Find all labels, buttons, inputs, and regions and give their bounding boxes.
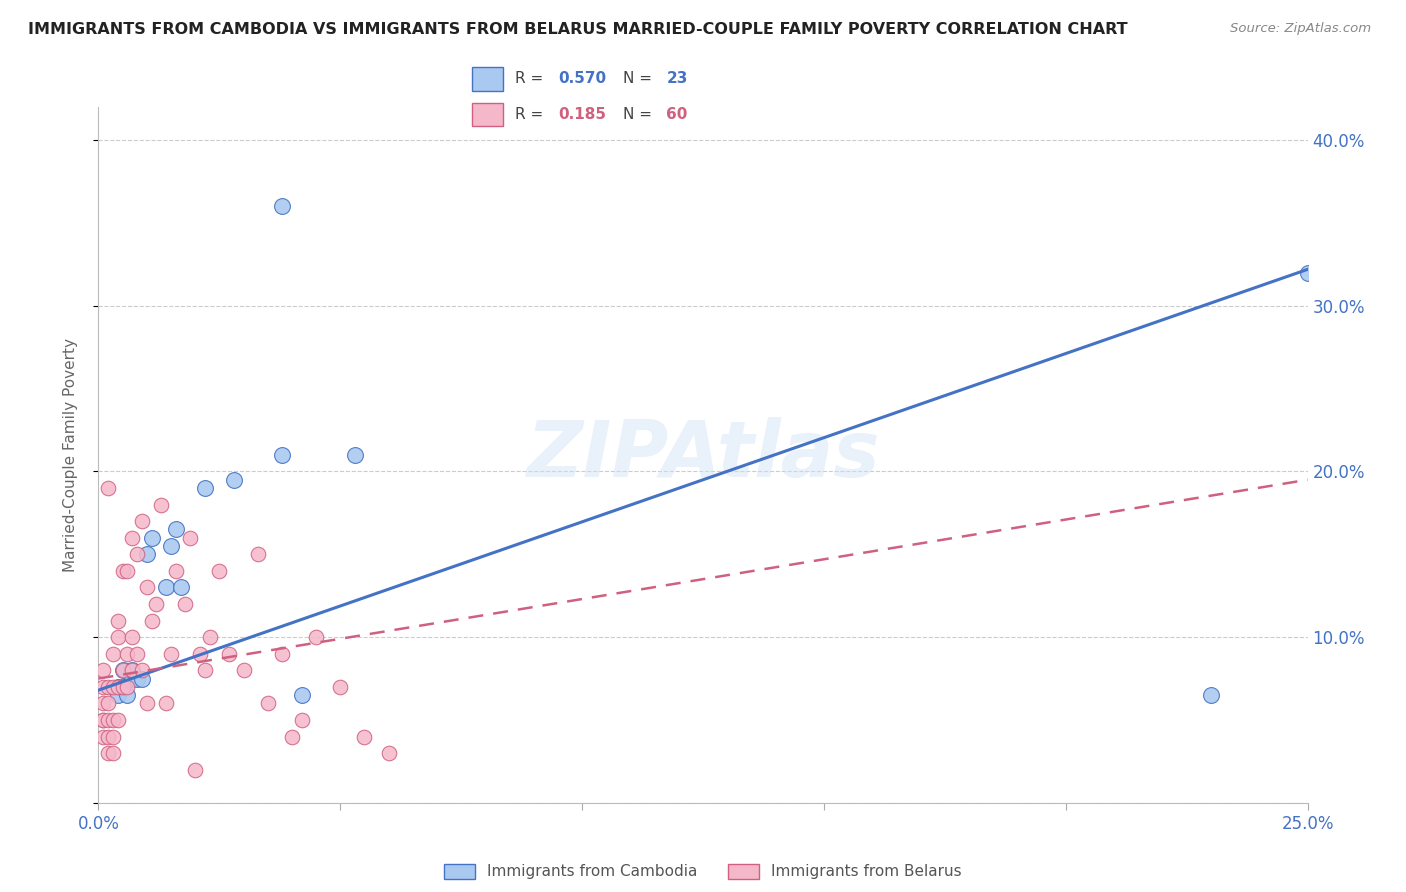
Point [91, 713, 114, 727]
Point [111, 680, 134, 694]
Point [198, 630, 221, 644]
Text: N =: N = [623, 71, 657, 87]
Point [97, 481, 120, 495]
Point [131, 663, 153, 677]
Point [377, 746, 399, 760]
Point [208, 564, 231, 578]
Point [256, 697, 278, 711]
FancyBboxPatch shape [472, 103, 503, 127]
Point [121, 663, 143, 677]
Point [329, 680, 352, 694]
Point [97, 730, 120, 744]
Point [165, 523, 187, 537]
Point [101, 647, 124, 661]
Point [160, 539, 183, 553]
Point [1199, 688, 1222, 702]
Point [97, 680, 120, 694]
Point [160, 647, 183, 661]
Point [169, 581, 191, 595]
Point [91, 680, 114, 694]
Point [232, 663, 254, 677]
Point [101, 730, 124, 744]
Point [135, 581, 157, 595]
Point [111, 663, 134, 677]
Point [107, 713, 129, 727]
Point [91, 713, 114, 727]
Point [271, 647, 294, 661]
FancyBboxPatch shape [472, 67, 503, 91]
Point [155, 697, 177, 711]
Point [101, 680, 124, 694]
Point [97, 713, 120, 727]
Point [135, 697, 157, 711]
Point [1296, 266, 1319, 280]
Legend: Immigrants from Cambodia, Immigrants from Belarus: Immigrants from Cambodia, Immigrants fro… [439, 857, 967, 886]
Point [121, 630, 143, 644]
Point [127, 672, 149, 686]
Text: N =: N = [623, 107, 657, 122]
Text: 0.570: 0.570 [558, 71, 606, 87]
Point [117, 688, 139, 702]
Text: 60: 60 [666, 107, 688, 122]
Point [194, 481, 217, 495]
Point [271, 199, 294, 213]
Point [111, 663, 134, 677]
Point [290, 713, 312, 727]
Point [141, 531, 163, 545]
Point [117, 647, 139, 661]
Point [353, 730, 375, 744]
Point [91, 730, 114, 744]
Point [107, 680, 129, 694]
Point [117, 680, 139, 694]
Point [150, 498, 173, 512]
Point [141, 614, 163, 628]
Point [131, 672, 153, 686]
Point [97, 697, 120, 711]
Point [101, 746, 124, 760]
Y-axis label: Married-Couple Family Poverty: Married-Couple Family Poverty [63, 338, 77, 572]
Point [305, 630, 328, 644]
Point [121, 531, 143, 545]
Point [117, 564, 139, 578]
Point [111, 564, 134, 578]
Point [121, 672, 143, 686]
Point [145, 597, 167, 611]
Point [271, 448, 294, 462]
Text: 23: 23 [666, 71, 688, 87]
Point [222, 473, 245, 487]
Point [174, 597, 197, 611]
Text: 0.185: 0.185 [558, 107, 606, 122]
Point [188, 647, 211, 661]
Point [111, 680, 134, 694]
Point [247, 547, 270, 561]
Point [107, 688, 129, 702]
Point [91, 697, 114, 711]
Point [107, 680, 129, 694]
Point [107, 630, 129, 644]
Point [97, 746, 120, 760]
Text: ZIPAtlas: ZIPAtlas [526, 417, 880, 493]
Point [281, 730, 304, 744]
Point [127, 647, 149, 661]
Point [343, 448, 366, 462]
Point [131, 514, 153, 528]
Text: IMMIGRANTS FROM CAMBODIA VS IMMIGRANTS FROM BELARUS MARRIED-COUPLE FAMILY POVERT: IMMIGRANTS FROM CAMBODIA VS IMMIGRANTS F… [28, 22, 1128, 37]
Point [91, 663, 114, 677]
Text: R =: R = [515, 107, 548, 122]
Point [165, 564, 187, 578]
Point [135, 547, 157, 561]
Point [121, 663, 143, 677]
Point [179, 531, 201, 545]
Point [101, 713, 124, 727]
Text: Source: ZipAtlas.com: Source: ZipAtlas.com [1230, 22, 1371, 36]
Point [107, 614, 129, 628]
Text: R =: R = [515, 71, 548, 87]
Point [155, 581, 177, 595]
Point [218, 647, 240, 661]
Point [127, 547, 149, 561]
Point [184, 763, 207, 777]
Point [290, 688, 312, 702]
Point [194, 663, 217, 677]
